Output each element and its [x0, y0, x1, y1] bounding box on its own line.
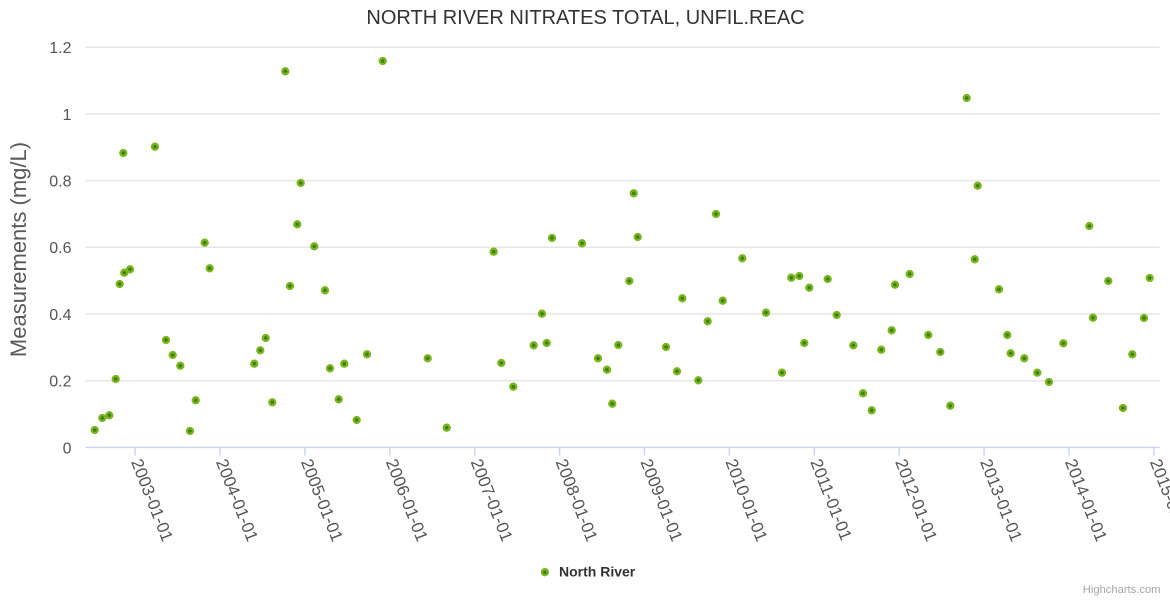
svg-text:0.2: 0.2 — [49, 374, 71, 391]
svg-text:1: 1 — [63, 107, 72, 124]
svg-text:0.8: 0.8 — [49, 174, 71, 191]
svg-text:NORTH RIVER NITRATES TOTAL, UN: NORTH RIVER NITRATES TOTAL, UNFIL.REAC — [366, 7, 804, 29]
svg-text:Measurements (mg/L): Measurements (mg/L) — [6, 142, 31, 357]
svg-text:0: 0 — [63, 440, 72, 457]
svg-text:0.6: 0.6 — [49, 240, 71, 257]
svg-text:Highcharts.com: Highcharts.com — [1083, 584, 1161, 596]
svg-text:0.4: 0.4 — [49, 307, 71, 324]
svg-text:North River: North River — [559, 564, 636, 580]
svg-text:1.2: 1.2 — [49, 40, 71, 57]
